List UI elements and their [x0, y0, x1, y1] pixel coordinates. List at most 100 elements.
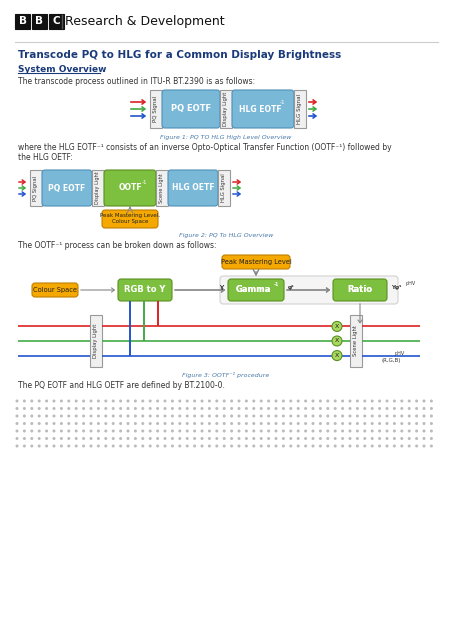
Text: where the HLG EOTF⁻¹ consists of an inverse Opto-Optical Transfer Function (OOTF: where the HLG EOTF⁻¹ consists of an inve…	[18, 143, 392, 152]
Circle shape	[275, 422, 278, 425]
Circle shape	[97, 437, 100, 440]
Text: HLG Signal: HLG Signal	[298, 94, 303, 124]
Circle shape	[215, 407, 218, 410]
Text: System Overview: System Overview	[18, 65, 106, 74]
Circle shape	[282, 422, 285, 425]
Circle shape	[15, 422, 19, 425]
Circle shape	[45, 415, 48, 417]
FancyBboxPatch shape	[118, 279, 172, 301]
Circle shape	[141, 422, 145, 425]
Circle shape	[275, 437, 278, 440]
Circle shape	[267, 407, 270, 410]
Circle shape	[423, 437, 425, 440]
Circle shape	[400, 445, 403, 447]
Circle shape	[60, 445, 63, 447]
Circle shape	[215, 399, 218, 403]
Circle shape	[23, 422, 26, 425]
Circle shape	[393, 399, 396, 403]
Circle shape	[112, 445, 115, 447]
Text: pHV: pHV	[406, 280, 416, 285]
Circle shape	[90, 422, 92, 425]
FancyBboxPatch shape	[32, 283, 78, 297]
FancyBboxPatch shape	[42, 170, 92, 206]
Circle shape	[356, 445, 359, 447]
Circle shape	[171, 399, 174, 403]
Circle shape	[356, 415, 359, 417]
Circle shape	[97, 429, 100, 433]
Circle shape	[378, 415, 381, 417]
Circle shape	[193, 422, 196, 425]
Circle shape	[82, 407, 85, 410]
Circle shape	[312, 415, 314, 417]
Circle shape	[275, 399, 278, 403]
Circle shape	[30, 437, 34, 440]
Circle shape	[201, 437, 203, 440]
Circle shape	[297, 437, 300, 440]
Circle shape	[164, 445, 167, 447]
Circle shape	[334, 399, 337, 403]
Circle shape	[415, 407, 418, 410]
Circle shape	[149, 407, 152, 410]
Circle shape	[319, 422, 322, 425]
Circle shape	[297, 445, 300, 447]
Circle shape	[378, 407, 381, 410]
Circle shape	[341, 445, 344, 447]
Circle shape	[237, 445, 241, 447]
FancyBboxPatch shape	[222, 255, 290, 269]
Circle shape	[97, 407, 100, 410]
Circle shape	[393, 437, 396, 440]
Circle shape	[386, 437, 389, 440]
Text: The OOTF⁻¹ process can be broken down as follows:: The OOTF⁻¹ process can be broken down as…	[18, 241, 217, 250]
Text: B: B	[35, 17, 43, 26]
Circle shape	[53, 429, 56, 433]
Circle shape	[378, 429, 381, 433]
Circle shape	[171, 445, 174, 447]
Bar	[294, 90, 306, 128]
Circle shape	[415, 415, 418, 417]
Circle shape	[75, 445, 78, 447]
Text: Gamma: Gamma	[235, 285, 271, 294]
FancyBboxPatch shape	[220, 276, 398, 304]
Text: Colour Space: Colour Space	[112, 220, 148, 225]
Circle shape	[186, 445, 189, 447]
Text: Research & Development: Research & Development	[65, 15, 225, 28]
Circle shape	[97, 445, 100, 447]
Circle shape	[126, 437, 130, 440]
Circle shape	[223, 437, 226, 440]
Text: OOTF: OOTF	[118, 184, 142, 193]
Circle shape	[341, 415, 344, 417]
Text: RGB to Y: RGB to Y	[124, 285, 166, 294]
Circle shape	[201, 407, 203, 410]
Circle shape	[126, 429, 130, 433]
Circle shape	[237, 399, 241, 403]
Circle shape	[126, 407, 130, 410]
Circle shape	[408, 407, 411, 410]
Text: (R,G,B): (R,G,B)	[382, 358, 401, 363]
Circle shape	[201, 415, 203, 417]
Circle shape	[141, 415, 145, 417]
Text: Display Light: Display Light	[93, 324, 98, 358]
Circle shape	[53, 415, 56, 417]
Bar	[218, 170, 230, 206]
Circle shape	[378, 445, 381, 447]
Circle shape	[53, 399, 56, 403]
Circle shape	[119, 407, 122, 410]
Circle shape	[223, 399, 226, 403]
Circle shape	[289, 399, 292, 403]
Circle shape	[408, 437, 411, 440]
Text: Y: Y	[219, 285, 223, 291]
Circle shape	[341, 407, 344, 410]
Text: X: X	[335, 324, 339, 329]
Circle shape	[223, 429, 226, 433]
Circle shape	[371, 422, 374, 425]
Circle shape	[30, 422, 34, 425]
Circle shape	[312, 429, 314, 433]
Circle shape	[90, 407, 92, 410]
Circle shape	[30, 399, 34, 403]
Text: The PQ EOTF and HLG OETF are defined by BT.2100-0.: The PQ EOTF and HLG OETF are defined by …	[18, 381, 225, 390]
Circle shape	[75, 399, 78, 403]
Circle shape	[75, 437, 78, 440]
Circle shape	[297, 422, 300, 425]
Circle shape	[119, 422, 122, 425]
Circle shape	[171, 407, 174, 410]
